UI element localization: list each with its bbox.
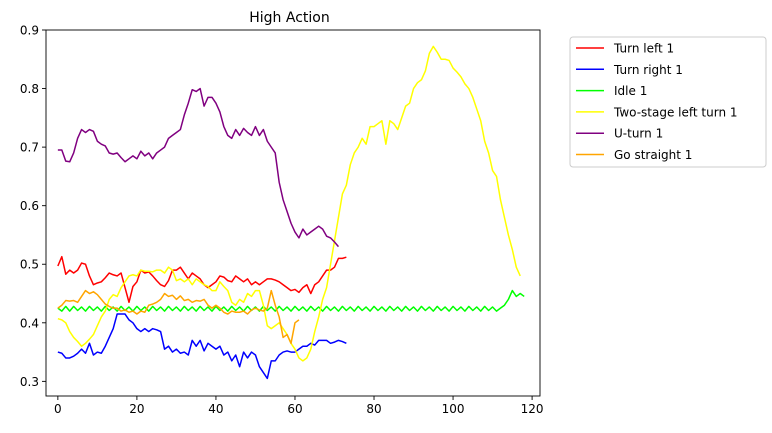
x-tick-label: 100 bbox=[442, 402, 465, 416]
chart-title: High Action bbox=[249, 10, 329, 26]
y-tick-label: 0.3 bbox=[20, 375, 39, 389]
x-tick-label: 120 bbox=[521, 402, 544, 416]
legend-label-0: Turn left 1 bbox=[613, 42, 674, 56]
x-tick-label: 0 bbox=[54, 402, 62, 416]
y-axis: 0.3 0.4 0.5 0.6 0.7 0.8 0.9 bbox=[20, 24, 46, 389]
y-tick-label: 0.6 bbox=[20, 199, 39, 213]
series-line-0 bbox=[57, 255, 347, 304]
legend: Turn left 1 Turn right 1 Idle 1 Two-stage l… bbox=[569, 36, 767, 168]
series-line-3 bbox=[57, 45, 521, 362]
y-tick-label: 0.7 bbox=[20, 141, 39, 155]
y-tick-label: 0.8 bbox=[20, 82, 39, 96]
legend-label-2: Idle 1 bbox=[614, 84, 647, 98]
legend-label-4: U-turn 1 bbox=[614, 127, 663, 141]
series-line-4 bbox=[57, 87, 340, 248]
y-tick-label: 0.9 bbox=[20, 24, 39, 38]
series-line-1 bbox=[57, 313, 347, 380]
plot-frame bbox=[45, 29, 541, 397]
legend-label-5: Go straight 1 bbox=[614, 148, 692, 162]
y-tick-label: 0.5 bbox=[20, 258, 39, 272]
series-line-2 bbox=[57, 289, 525, 312]
x-axis: 0 20 40 60 80 100 120 bbox=[54, 396, 544, 416]
legend-label-1: Turn right 1 bbox=[613, 63, 683, 77]
y-tick-label: 0.4 bbox=[20, 316, 39, 330]
series-line-5 bbox=[57, 289, 300, 345]
plot-lines bbox=[57, 45, 525, 380]
x-tick-label: 20 bbox=[129, 402, 144, 416]
legend-frame bbox=[569, 36, 767, 168]
legend-label-3: Two-stage left turn 1 bbox=[613, 105, 738, 119]
x-tick-label: 60 bbox=[287, 402, 302, 416]
x-tick-label: 40 bbox=[208, 402, 223, 416]
x-tick-label: 80 bbox=[366, 402, 381, 416]
